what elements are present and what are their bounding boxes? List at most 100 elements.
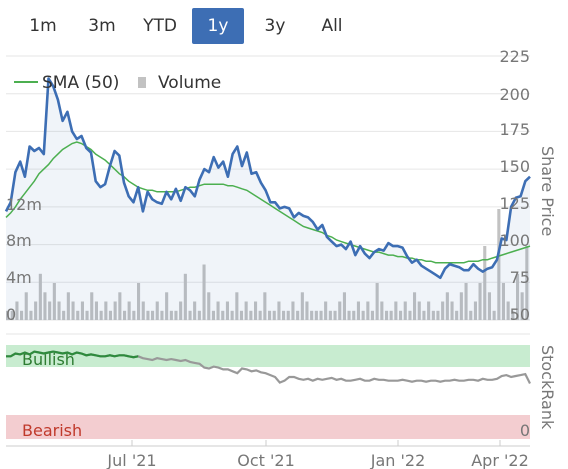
volume-axis: 12m 8m 4m 0 bbox=[6, 195, 42, 324]
volume-bar bbox=[62, 310, 66, 321]
x-tick-label: Apr '22 bbox=[471, 451, 529, 469]
volume-bar bbox=[48, 301, 52, 320]
volume-bar bbox=[277, 301, 281, 320]
volume-bar bbox=[352, 310, 356, 321]
price-tick: 100 bbox=[499, 231, 530, 250]
volume-bar bbox=[127, 301, 131, 320]
volume-bar bbox=[478, 283, 482, 320]
volume-bar bbox=[235, 292, 239, 321]
volume-bar bbox=[197, 310, 201, 321]
x-tick-label: Jul '21 bbox=[106, 451, 156, 469]
volume-bar bbox=[183, 273, 187, 321]
volume-bar bbox=[141, 301, 145, 320]
volume-tick: 0 bbox=[6, 305, 16, 324]
volume-bar bbox=[487, 292, 491, 321]
volume-bar bbox=[244, 301, 248, 320]
stockrank-bullish-segment bbox=[6, 350, 139, 359]
range-3y-button[interactable]: 3y bbox=[264, 16, 286, 36]
price-tick: 225 bbox=[499, 47, 530, 66]
volume-bar bbox=[258, 310, 262, 321]
range-1m-button[interactable]: 1m bbox=[29, 16, 57, 36]
volume-bar bbox=[445, 292, 449, 321]
price-tick: 50 bbox=[510, 305, 530, 324]
volume-bar bbox=[211, 310, 215, 321]
volume-bar bbox=[193, 301, 197, 320]
volume-bar bbox=[291, 301, 295, 320]
volume-bar bbox=[38, 273, 42, 321]
volume-bar bbox=[179, 301, 183, 320]
volume-bar bbox=[483, 246, 487, 320]
volume-bar bbox=[356, 301, 360, 320]
x-tick-label: Oct '21 bbox=[237, 451, 295, 469]
volume-bar bbox=[469, 310, 473, 321]
price-line bbox=[4, 77, 531, 280]
volume-bar bbox=[202, 264, 206, 320]
volume-bar bbox=[146, 310, 150, 321]
volume-bar bbox=[385, 310, 389, 321]
price-axis: 225 200 175 150 125 100 75 50 bbox=[499, 47, 530, 324]
volume-bar bbox=[155, 301, 159, 320]
volume-bar bbox=[300, 292, 304, 321]
volume-bar bbox=[272, 310, 276, 321]
chart-legend: SMA (50) Volume bbox=[14, 73, 221, 93]
volume-bar bbox=[188, 310, 192, 321]
range-3m-button[interactable]: 3m bbox=[88, 16, 116, 36]
volume-bar bbox=[71, 301, 75, 320]
volume-tick: 4m bbox=[6, 268, 32, 287]
volume-bar bbox=[66, 292, 70, 321]
volume-legend-label[interactable]: Volume bbox=[158, 73, 221, 93]
share-price-axis-title: Share Price bbox=[538, 146, 557, 236]
range-1y-button[interactable]: 1y bbox=[192, 8, 244, 44]
volume-bar bbox=[324, 301, 328, 320]
volume-bar bbox=[254, 301, 258, 320]
volume-bar bbox=[296, 310, 300, 321]
volume-bar bbox=[501, 283, 505, 320]
volume-bar bbox=[85, 310, 89, 321]
volume-bar bbox=[394, 301, 398, 320]
range-ytd-button[interactable]: YTD bbox=[143, 16, 177, 36]
volume-bar bbox=[169, 310, 173, 321]
volume-bar bbox=[216, 301, 220, 320]
volume-bar bbox=[160, 310, 164, 321]
volume-bar bbox=[15, 301, 19, 320]
volume-bar bbox=[464, 283, 468, 320]
volume-bar bbox=[431, 310, 435, 321]
volume-bar bbox=[225, 301, 229, 320]
volume-bar bbox=[249, 310, 253, 321]
volume-legend-swatch bbox=[138, 77, 146, 88]
sma-legend-label[interactable]: SMA (50) bbox=[42, 73, 119, 93]
volume-bar bbox=[389, 310, 393, 321]
volume-bar bbox=[305, 301, 309, 320]
volume-bar bbox=[497, 209, 501, 320]
volume-bar bbox=[123, 310, 127, 321]
volume-bar bbox=[473, 301, 477, 320]
volume-bar bbox=[108, 310, 112, 321]
volume-bar bbox=[43, 292, 47, 321]
bearish-label: Bearish bbox=[22, 421, 82, 440]
x-axis: Jul '21 Oct '21 Jan '22 Apr '22 bbox=[6, 440, 530, 469]
volume-bar bbox=[399, 310, 403, 321]
range-all-button[interactable]: All bbox=[321, 16, 343, 36]
volume-bar bbox=[314, 310, 318, 321]
volume-bar bbox=[104, 301, 108, 320]
volume-bar bbox=[132, 310, 136, 321]
bearish-band bbox=[6, 415, 530, 439]
volume-tick: 8m bbox=[6, 231, 32, 250]
volume-bar bbox=[422, 310, 426, 321]
volume-bar bbox=[94, 301, 98, 320]
volume-bar bbox=[408, 310, 412, 321]
volume-bar bbox=[118, 292, 122, 321]
price-tick: 75 bbox=[510, 268, 530, 287]
volume-bar bbox=[375, 283, 379, 320]
volume-bar bbox=[319, 310, 323, 321]
volume-bars bbox=[6, 209, 529, 321]
volume-bar bbox=[263, 292, 267, 321]
volume-bar bbox=[221, 310, 225, 321]
volume-bar bbox=[370, 310, 374, 321]
volume-bar bbox=[450, 301, 454, 320]
volume-bar bbox=[525, 246, 529, 320]
volume-bar bbox=[286, 310, 290, 321]
price-tick: 150 bbox=[499, 157, 530, 176]
volume-bar bbox=[516, 273, 520, 321]
